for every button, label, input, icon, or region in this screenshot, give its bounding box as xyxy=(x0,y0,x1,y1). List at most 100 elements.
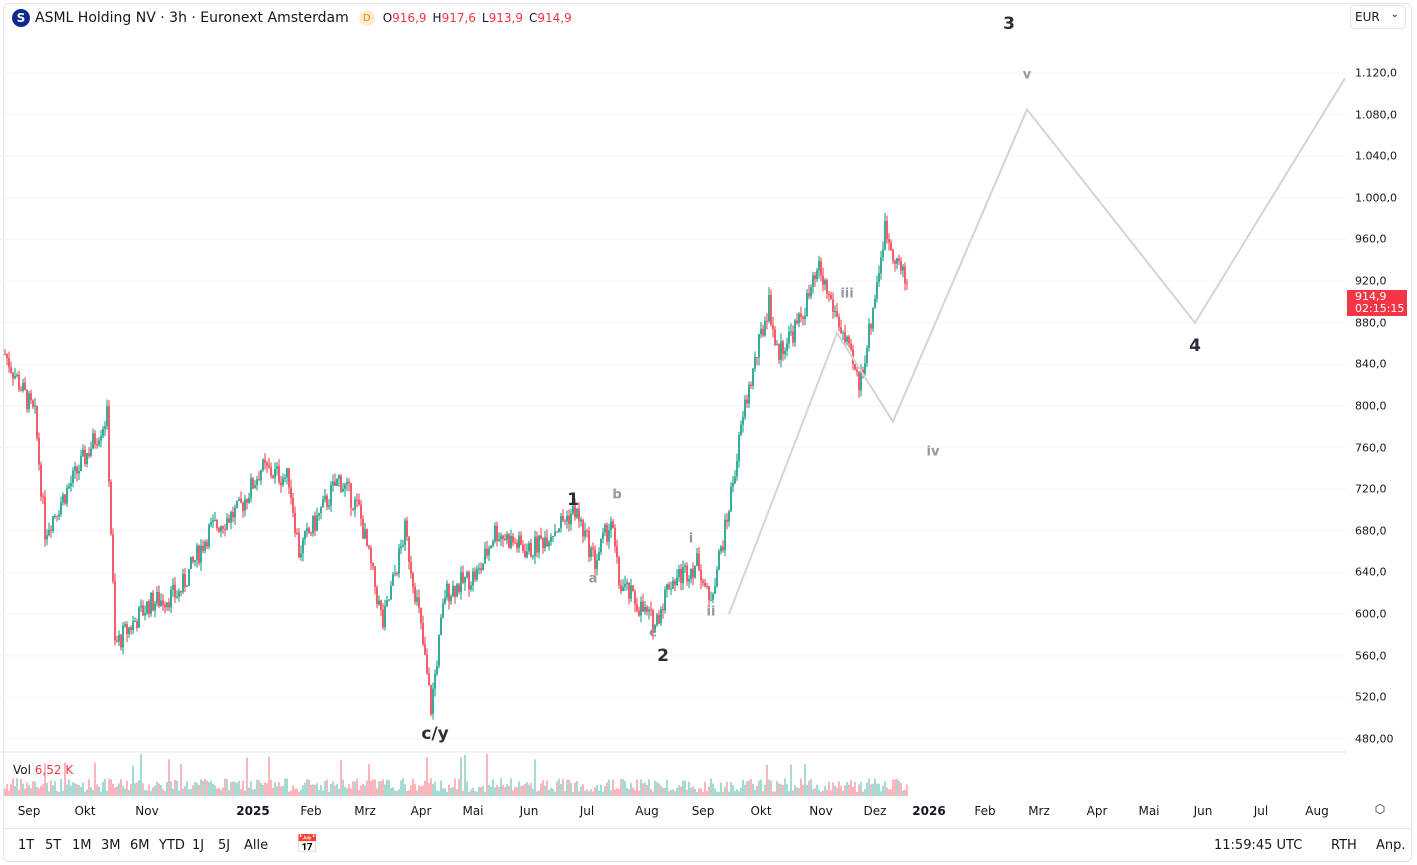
volume-bar xyxy=(250,781,252,796)
candle xyxy=(512,536,514,543)
volume-bar xyxy=(326,779,328,796)
range-ytd[interactable]: YTD xyxy=(159,838,185,853)
adjust-button[interactable]: Anp. xyxy=(1376,838,1406,853)
volume-bar xyxy=(388,780,390,796)
candle xyxy=(648,609,650,612)
volume-bar xyxy=(310,784,312,796)
range-alle[interactable]: Alle xyxy=(244,838,269,853)
wave-label[interactable]: i xyxy=(688,531,694,547)
volume-bar xyxy=(568,779,570,796)
range-1m[interactable]: 1M xyxy=(72,838,92,853)
candle xyxy=(866,348,868,364)
volume-bar xyxy=(426,756,428,796)
candle xyxy=(210,522,212,525)
wave-label[interactable]: 2 xyxy=(657,645,669,666)
candle xyxy=(118,634,120,642)
volume-bar xyxy=(352,781,354,796)
candle xyxy=(188,568,190,586)
candle xyxy=(516,542,518,548)
candle xyxy=(748,384,750,404)
wave-label[interactable]: 4 xyxy=(1189,335,1201,356)
volume-bar xyxy=(798,787,800,796)
volume-bar xyxy=(540,783,542,796)
candle xyxy=(98,440,100,446)
candle xyxy=(204,541,206,551)
candle xyxy=(180,591,182,593)
candle xyxy=(530,543,532,557)
volume-bar xyxy=(90,787,92,796)
range-1j[interactable]: 1J xyxy=(192,838,205,853)
volume-bar xyxy=(858,784,860,796)
price-chart[interactable] xyxy=(0,0,1346,800)
candle xyxy=(406,520,408,537)
go-to-date-calendar-icon[interactable]: 📅 xyxy=(296,834,319,855)
candle xyxy=(706,585,708,587)
candle xyxy=(462,572,464,583)
volume-bar xyxy=(836,787,838,796)
volume-bar xyxy=(646,784,648,796)
candle xyxy=(434,674,436,689)
candle xyxy=(700,570,702,581)
clock-time[interactable]: 11:59:45 UTC xyxy=(1214,838,1303,853)
wave-label[interactable]: a xyxy=(588,571,598,587)
symbol-title[interactable]: ASML Holding NV · 3h · Euronext Amsterda… xyxy=(35,10,349,26)
candle xyxy=(172,584,174,590)
candle xyxy=(704,582,706,586)
volume-bar xyxy=(36,786,38,796)
volume-bar xyxy=(428,783,430,796)
candle xyxy=(66,488,68,504)
candle xyxy=(520,535,522,545)
volume-bar xyxy=(378,781,380,796)
candle xyxy=(772,325,774,330)
time-tick: 2025 xyxy=(236,804,270,818)
candle xyxy=(754,357,756,369)
wave-label[interactable]: 1 xyxy=(567,489,579,510)
volume-bar xyxy=(188,789,190,796)
volume-bar xyxy=(524,783,526,796)
wave-label[interactable]: iv xyxy=(926,444,940,460)
volume-bar xyxy=(194,782,196,796)
volume-bar xyxy=(32,781,34,796)
volume-bar xyxy=(306,779,308,796)
currency-select[interactable]: EUR ⌄ xyxy=(1350,5,1406,29)
range-5t[interactable]: 5T xyxy=(45,838,62,853)
candle xyxy=(58,514,60,517)
volume-bar xyxy=(806,785,808,796)
settings-gear-icon[interactable]: ⬡ xyxy=(1374,802,1386,816)
session-toggle[interactable]: RTH xyxy=(1331,838,1357,853)
wave-label[interactable]: 3 xyxy=(1003,14,1015,34)
candle xyxy=(518,535,520,548)
price-axis[interactable]: 1.120,0 1.080,0 1.040,0 1.000,0 960,0 920,0 88… xyxy=(1346,0,1416,800)
volume-bar xyxy=(468,791,470,796)
price-tick: 720,0 xyxy=(1355,482,1387,496)
candle xyxy=(662,609,664,611)
volume-bar xyxy=(180,763,182,796)
delayed-badge[interactable]: D xyxy=(358,10,375,26)
volume-bar xyxy=(336,783,338,796)
candle xyxy=(566,515,568,522)
wave-label[interactable]: iii xyxy=(840,286,854,302)
candle xyxy=(244,499,246,511)
candle xyxy=(452,585,454,597)
wave-label[interactable]: ii xyxy=(706,604,716,620)
wave-label[interactable]: v xyxy=(1022,67,1032,83)
wave-label[interactable]: c xyxy=(649,625,657,641)
range-6m[interactable]: 6M xyxy=(130,838,150,853)
wave-label[interactable]: c/y xyxy=(421,723,449,744)
candle xyxy=(460,572,462,593)
volume-bar xyxy=(236,783,238,796)
volume-bar xyxy=(672,789,674,796)
candle xyxy=(844,332,846,342)
candle xyxy=(182,574,184,592)
candle xyxy=(38,438,40,465)
volume-bar xyxy=(812,789,814,796)
range-3m[interactable]: 3M xyxy=(101,838,121,853)
current-price-label: 914,9 02:15:15 xyxy=(1347,290,1407,316)
range-1t[interactable]: 1T xyxy=(18,838,35,853)
candle xyxy=(94,433,96,445)
candle xyxy=(528,543,530,552)
range-5j[interactable]: 5J xyxy=(218,838,231,853)
wave-label[interactable]: b xyxy=(612,487,622,503)
volume-bar xyxy=(774,791,776,796)
volume-bar xyxy=(110,779,112,796)
